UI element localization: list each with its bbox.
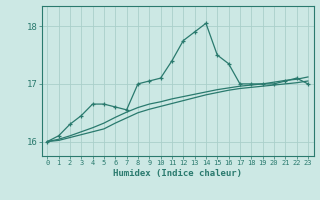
X-axis label: Humidex (Indice chaleur): Humidex (Indice chaleur) bbox=[113, 169, 242, 178]
